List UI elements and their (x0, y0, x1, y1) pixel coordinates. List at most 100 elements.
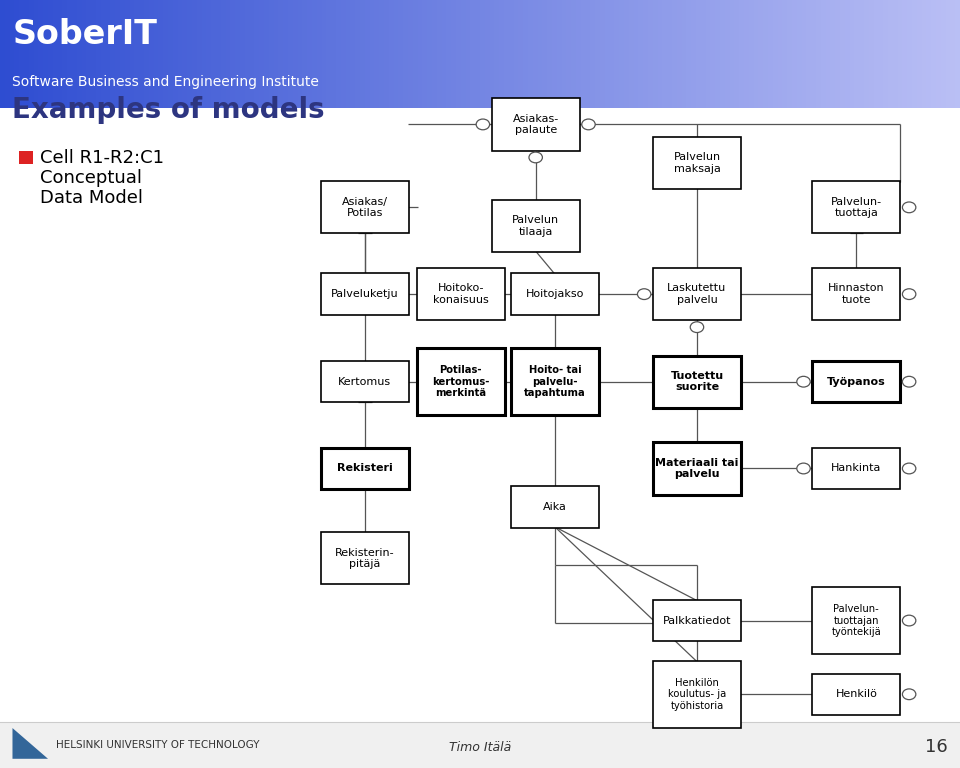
Bar (538, 0, 542, 108)
Bar (854, 0, 859, 108)
Bar (346, 0, 350, 108)
Bar (648, 0, 653, 108)
FancyBboxPatch shape (812, 448, 900, 489)
Bar (336, 0, 341, 108)
Bar (77, 0, 82, 108)
Bar (86, 0, 91, 108)
Bar (67, 0, 72, 108)
Bar (691, 0, 696, 108)
Bar (859, 0, 864, 108)
Bar (950, 0, 955, 108)
Bar (322, 0, 326, 108)
Bar (437, 0, 442, 108)
Bar (605, 0, 610, 108)
Text: Tuotettu
suorite: Tuotettu suorite (670, 371, 724, 392)
Bar (878, 0, 883, 108)
Bar (355, 0, 360, 108)
Bar (941, 0, 946, 108)
Bar (658, 0, 662, 108)
Bar (341, 0, 346, 108)
Bar (739, 0, 744, 108)
Bar (302, 0, 307, 108)
Bar (422, 0, 427, 108)
Bar (811, 0, 816, 108)
FancyBboxPatch shape (653, 137, 741, 189)
Bar (629, 0, 634, 108)
Bar (461, 0, 466, 108)
Bar (610, 0, 614, 108)
Bar (134, 0, 139, 108)
FancyBboxPatch shape (417, 268, 505, 320)
Text: Rekisterin-
pitäjä: Rekisterin- pitäjä (335, 548, 395, 569)
FancyBboxPatch shape (321, 532, 409, 584)
Text: Asiakas/
Potilas: Asiakas/ Potilas (342, 197, 388, 218)
Circle shape (529, 152, 542, 163)
Text: 16: 16 (924, 738, 948, 756)
Text: Software Business and Engineering Institute: Software Business and Engineering Instit… (12, 74, 320, 89)
Bar (360, 0, 365, 108)
Bar (922, 0, 926, 108)
Bar (317, 0, 322, 108)
Bar (485, 0, 490, 108)
Bar (581, 0, 586, 108)
Bar (125, 0, 130, 108)
Text: Palkkatiedot: Palkkatiedot (662, 615, 732, 626)
Bar (278, 0, 283, 108)
Bar (43, 0, 48, 108)
Bar (269, 0, 274, 108)
FancyBboxPatch shape (812, 181, 900, 233)
Bar (562, 0, 566, 108)
Bar (571, 0, 576, 108)
Bar (768, 0, 773, 108)
Text: Kertomus: Kertomus (338, 376, 392, 387)
Text: Cell R1-R2:C1: Cell R1-R2:C1 (40, 149, 164, 167)
Bar (758, 0, 763, 108)
Bar (754, 0, 758, 108)
Bar (682, 0, 686, 108)
Bar (634, 0, 638, 108)
Bar (523, 0, 528, 108)
Bar (821, 0, 826, 108)
Circle shape (797, 376, 810, 387)
FancyBboxPatch shape (812, 268, 900, 320)
Bar (514, 0, 518, 108)
Bar (182, 0, 187, 108)
Bar (350, 0, 355, 108)
Bar (806, 0, 811, 108)
Text: Henkilön
koulutus- ja
työhistoria: Henkilön koulutus- ja työhistoria (668, 677, 726, 711)
FancyBboxPatch shape (417, 349, 505, 415)
Bar (446, 0, 451, 108)
Bar (509, 0, 514, 108)
Bar (595, 0, 600, 108)
Bar (715, 0, 720, 108)
Bar (139, 0, 144, 108)
Bar (0, 0, 5, 108)
FancyBboxPatch shape (492, 98, 580, 151)
Bar (936, 0, 941, 108)
Bar (130, 0, 134, 108)
FancyBboxPatch shape (321, 448, 409, 489)
Bar (370, 0, 374, 108)
Bar (72, 0, 77, 108)
Bar (835, 0, 840, 108)
FancyBboxPatch shape (511, 273, 599, 315)
Bar (725, 0, 730, 108)
Bar (274, 0, 278, 108)
FancyBboxPatch shape (812, 361, 900, 402)
Text: Asiakas-
palaute: Asiakas- palaute (513, 114, 559, 135)
Text: Hinnaston
tuote: Hinnaston tuote (828, 283, 884, 305)
Bar (53, 0, 58, 108)
Bar (749, 0, 754, 108)
Text: Henkilö: Henkilö (835, 689, 877, 700)
Bar (547, 0, 552, 108)
Bar (418, 0, 422, 108)
Bar (782, 0, 787, 108)
Bar (840, 0, 845, 108)
Bar (624, 0, 629, 108)
Bar (408, 0, 413, 108)
Bar (29, 0, 34, 108)
Bar (734, 0, 739, 108)
Bar (226, 0, 230, 108)
Bar (912, 0, 917, 108)
Bar (240, 0, 245, 108)
